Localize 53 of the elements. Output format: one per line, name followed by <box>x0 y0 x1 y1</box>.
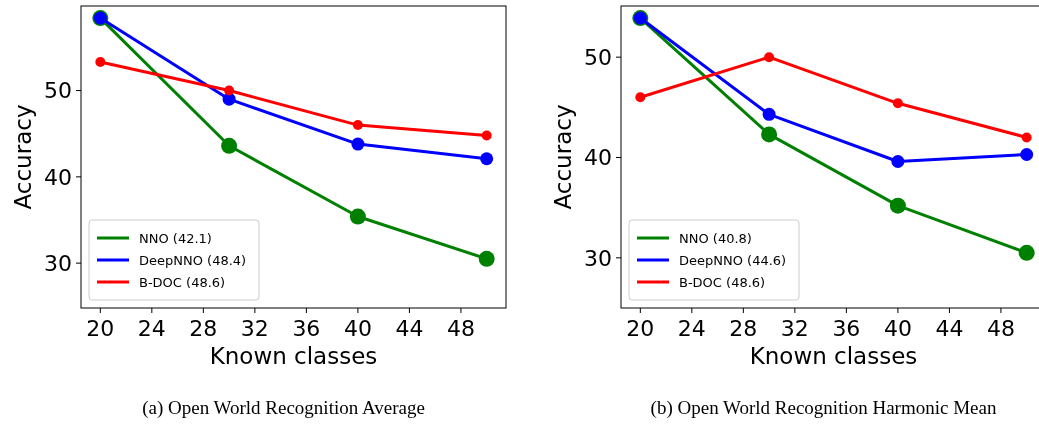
y-tick-label: 30 <box>44 250 72 276</box>
point <box>478 250 495 267</box>
x-tick-label: 36 <box>832 316 861 341</box>
legend-label: NNO (42.1) <box>139 230 212 246</box>
x-tick-label: 44 <box>935 316 964 341</box>
x-tick-label: 36 <box>292 316 321 341</box>
point <box>892 98 903 109</box>
point <box>352 120 363 131</box>
point <box>481 130 492 141</box>
legend-label: NNO (40.8) <box>679 230 752 246</box>
y-tick-label: 50 <box>44 78 72 104</box>
point <box>635 92 646 103</box>
text: (a) Open World Recognition Average <box>142 397 425 419</box>
x-tick-label: 48 <box>446 316 475 341</box>
y-tick-label: 40 <box>584 145 612 171</box>
x-tick-label: 32 <box>780 316 809 341</box>
x-tick-label: 20 <box>626 316 655 341</box>
x-tick-label: 44 <box>395 316 424 341</box>
x-tick-label: 28 <box>189 316 218 341</box>
text: (b) Open World Recognition Harmonic Mean <box>650 397 997 419</box>
x-tick-label: 28 <box>729 316 758 341</box>
point <box>221 137 238 154</box>
point <box>1020 147 1034 161</box>
y-tick-label: 40 <box>44 164 72 190</box>
point <box>351 137 365 151</box>
point <box>1021 132 1032 143</box>
legend-label: B-DOC (48.6) <box>679 274 766 290</box>
point <box>764 52 775 63</box>
legend-label: B-DOC (48.6) <box>139 274 226 290</box>
x-axis-title: Known classes <box>749 343 918 369</box>
point <box>889 197 906 214</box>
x-tick-label: 20 <box>86 316 115 341</box>
point <box>1018 244 1035 261</box>
x-tick-label: 40 <box>343 316 372 341</box>
x-tick-label: 24 <box>137 316 166 341</box>
legend-label: DeepNNO (48.4) <box>139 252 247 268</box>
point <box>480 152 494 166</box>
y-axis-title: Accuracy <box>550 104 576 210</box>
x-tick-label: 48 <box>986 316 1015 341</box>
point <box>891 155 905 169</box>
point <box>349 208 366 225</box>
legend-label: DeepNNO (44.6) <box>679 252 787 268</box>
y-tick-label: 50 <box>584 44 612 70</box>
point <box>761 126 778 143</box>
point <box>95 57 106 68</box>
x-axis-title: Known classes <box>209 343 378 369</box>
x-tick-label: 40 <box>883 316 912 341</box>
y-axis-title: Accuracy <box>10 104 36 210</box>
x-tick-label: 32 <box>240 316 269 341</box>
point <box>762 107 776 121</box>
x-tick-label: 24 <box>677 316 706 341</box>
y-tick-label: 30 <box>584 245 612 271</box>
point <box>224 85 235 96</box>
